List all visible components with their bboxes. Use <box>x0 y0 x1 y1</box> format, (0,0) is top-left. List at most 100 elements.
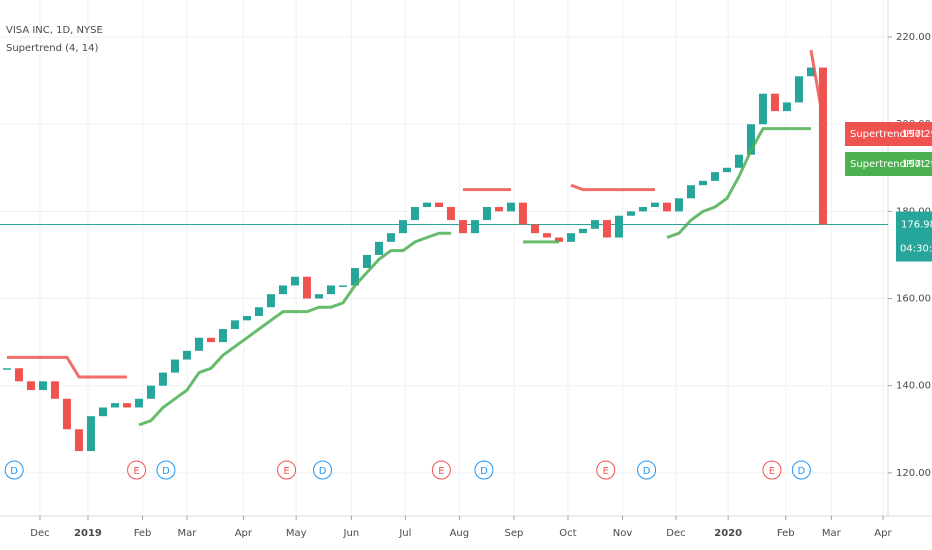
candle <box>14 368 23 382</box>
candle <box>86 416 95 452</box>
event-circle <box>156 460 176 480</box>
event-label: D <box>480 466 488 477</box>
candle <box>98 407 107 417</box>
candle <box>410 207 419 221</box>
candle <box>218 329 227 343</box>
candle <box>818 67 827 225</box>
x-tick-label: 2019 <box>74 528 102 539</box>
event-label: E <box>133 466 139 477</box>
candle <box>470 220 479 234</box>
candle <box>254 307 263 316</box>
event-marker: D <box>791 460 811 480</box>
candle <box>506 202 515 212</box>
plot-label-box <box>845 122 932 146</box>
candle <box>50 381 59 399</box>
event-marker: D <box>4 460 24 480</box>
countdown-label: 04:30:32 <box>900 244 932 255</box>
event-circle <box>431 460 451 480</box>
candle <box>806 67 815 77</box>
candle <box>638 207 647 212</box>
x-tick-label: Dec <box>666 528 685 539</box>
candle <box>302 276 311 299</box>
plot-label-name: SupertrendPlot <box>850 159 925 170</box>
event-circle <box>277 460 297 480</box>
event-label: E <box>769 466 775 477</box>
y-tick-label: 140.00 <box>896 381 931 392</box>
x-tick-label: May <box>286 528 307 539</box>
event-circle <box>637 460 657 480</box>
candle <box>290 276 299 286</box>
candle <box>458 220 467 234</box>
grid <box>0 0 888 516</box>
candle <box>758 93 767 125</box>
candle <box>542 233 551 238</box>
candle <box>578 228 587 234</box>
candle <box>314 294 323 299</box>
candle <box>62 398 71 430</box>
candle <box>674 198 683 212</box>
event-marker: D <box>313 460 333 480</box>
event-marker: D <box>156 460 176 480</box>
plot-label-box <box>845 152 932 176</box>
candle <box>122 403 131 408</box>
candle <box>38 381 47 391</box>
candle <box>662 202 671 212</box>
x-tick-label: Jul <box>398 528 411 539</box>
event-marker: E <box>431 460 451 480</box>
candle <box>434 202 443 208</box>
candle <box>326 285 335 295</box>
candle <box>530 224 539 234</box>
event-circle <box>791 460 811 480</box>
candle <box>26 381 35 391</box>
candle <box>74 429 83 452</box>
x-tick-label: Apr <box>874 528 892 539</box>
event-circle <box>4 460 24 480</box>
event-marker: E <box>596 460 616 480</box>
x-tick-label: Nov <box>613 528 633 539</box>
event-circle <box>596 460 616 480</box>
y-tick-label: 160.00 <box>896 294 931 305</box>
event-label: D <box>319 466 327 477</box>
candle <box>398 220 407 234</box>
candle <box>446 207 455 221</box>
event-circle <box>313 460 333 480</box>
candle <box>602 220 611 238</box>
candle <box>710 172 719 181</box>
x-tick-label: Jun <box>343 528 360 539</box>
candle <box>194 337 203 351</box>
supertrend-line <box>138 127 811 427</box>
candle <box>698 180 707 186</box>
candle <box>170 359 179 373</box>
candle <box>650 202 659 208</box>
candle <box>230 320 239 330</box>
plot-label-value: 197.29 <box>902 129 932 140</box>
candle <box>422 202 431 208</box>
event-label: E <box>438 466 444 477</box>
candle <box>158 372 167 386</box>
candle <box>494 207 503 212</box>
candle <box>722 167 731 173</box>
event-label: D <box>643 466 651 477</box>
candle <box>614 215 623 238</box>
candle <box>746 124 755 155</box>
event-label: E <box>603 466 609 477</box>
candle <box>590 220 599 229</box>
x-tick-label: Apr <box>235 528 253 539</box>
candle <box>386 233 395 242</box>
candle <box>566 233 575 242</box>
x-tick-label: Aug <box>450 528 470 539</box>
event-circle <box>127 460 147 480</box>
event-label: D <box>798 466 806 477</box>
x-tick-label: Sep <box>505 528 524 539</box>
candle <box>182 350 191 360</box>
indicator-label: Supertrend (4, 14) <box>6 43 98 54</box>
candle <box>482 207 491 221</box>
event-label: D <box>10 466 18 477</box>
candle <box>374 241 383 255</box>
event-marker: E <box>127 460 147 480</box>
x-tick-label: Oct <box>559 528 576 539</box>
price-label-box <box>896 211 932 262</box>
candle <box>278 285 287 295</box>
x-tick-label: Mar <box>178 528 198 539</box>
